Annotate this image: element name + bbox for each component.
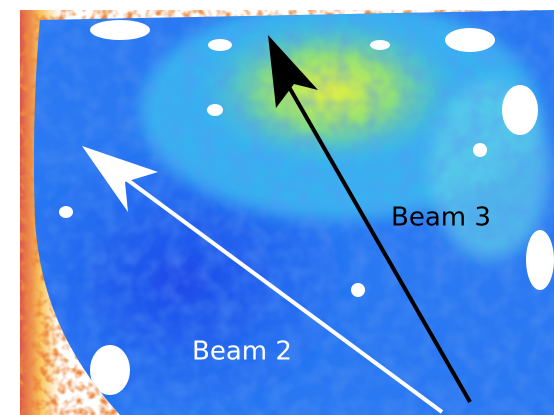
- hole: [473, 143, 487, 157]
- arrow-head: [268, 35, 318, 108]
- hole: [59, 206, 73, 218]
- beam-3-label: Beam 3: [391, 203, 491, 233]
- hole: [445, 28, 495, 52]
- hole: [208, 39, 232, 51]
- arrow-head: [82, 146, 158, 212]
- beam-3-arrow: [268, 35, 472, 403]
- hole: [90, 345, 130, 395]
- holes: [59, 20, 554, 395]
- beam-2-label: Beam 2: [192, 337, 292, 367]
- hole: [90, 20, 150, 40]
- hole: [351, 283, 365, 297]
- beam-2-arrow: [82, 146, 444, 414]
- hole: [207, 104, 223, 116]
- hole: [526, 230, 554, 290]
- hole: [502, 85, 538, 135]
- arrow-shaft: [108, 165, 444, 414]
- hole: [370, 40, 390, 50]
- arrow-shaft: [283, 79, 472, 403]
